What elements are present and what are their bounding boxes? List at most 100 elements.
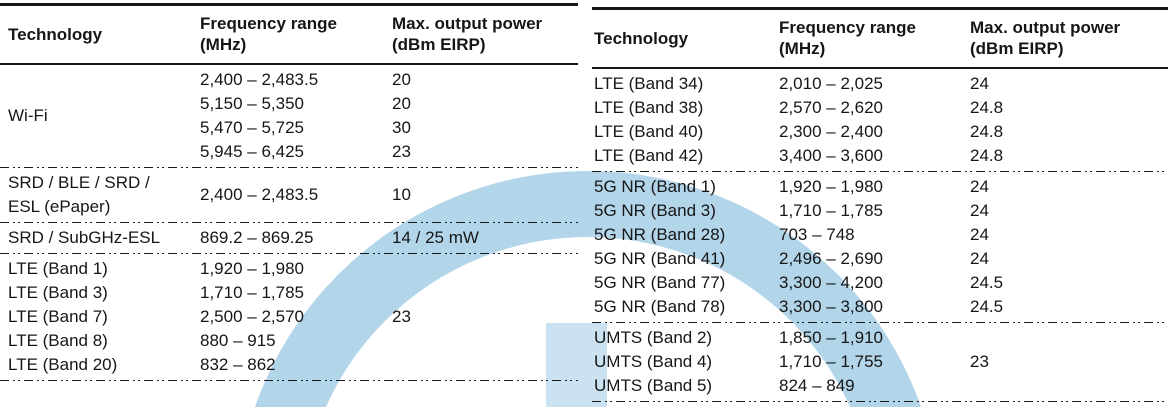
- watermark-bar: [546, 323, 607, 407]
- cell-line: LTE (Band 1): [8, 259, 108, 278]
- technology-cell: UMTS (Band 2) UMTS (Band 4) UMTS (Band 5): [592, 326, 779, 398]
- cell-line: 10: [392, 185, 411, 204]
- row-group-lte-low-bands: LTE (Band 1) LTE (Band 3) LTE (Band 7) LTE …: [0, 254, 578, 380]
- cell-line: 24.5: [970, 297, 1004, 316]
- cell-line: 3,300 – 3,800: [779, 297, 883, 316]
- cell-line: 24.8: [970, 146, 1004, 165]
- row-group-srd-ble-esl: SRD / BLE / SRD / ESL (ePaper) 2,400 – 2,…: [0, 168, 578, 222]
- cell-line: Technology: [594, 28, 689, 48]
- cell-line: 1,920 – 1,980: [200, 259, 304, 278]
- cell-line: UMTS (Band 4): [594, 352, 713, 371]
- cell-line: Frequency range: [779, 18, 916, 37]
- frequency-table-left: Technology Frequency range (MHz) Max. out…: [0, 3, 578, 381]
- technology-cell: LTE (Band 1) LTE (Band 3) LTE (Band 7) LTE …: [0, 257, 200, 377]
- cell-line: 2,400 – 2,483.5: [200, 185, 319, 204]
- table-bottom-divider: [592, 401, 1168, 402]
- cell-line: 5,470 – 5,725: [200, 118, 304, 137]
- watermark-ring: [255, 171, 921, 407]
- cell-line: 824 – 849: [779, 376, 855, 395]
- cell-line: 1,920 – 1,980: [779, 177, 883, 196]
- power-cell: 23: [392, 305, 578, 329]
- cell-line: LTE (Band 38): [594, 98, 704, 117]
- group-divider: [0, 253, 578, 254]
- frequency-cell: 2,400 – 2,483.5 5,150 – 5,350 5,470 – 5,72…: [200, 68, 392, 164]
- col-header-frequency-range: Frequency range (MHz): [200, 13, 392, 55]
- table-header: Technology Frequency range (MHz) Max. out…: [592, 10, 1168, 69]
- power-cell: 20 20 30 23: [392, 68, 578, 164]
- frequency-cell: 1,920 – 1,980 1,710 – 1,785 703 – 748 2,496…: [779, 175, 970, 319]
- cell-line: (MHz): [200, 35, 247, 54]
- table-bottom-divider: [0, 380, 578, 381]
- cell-line: 24.8: [970, 122, 1004, 141]
- power-cell: 10: [392, 183, 578, 207]
- cell-line: 703 – 748: [779, 225, 855, 244]
- cell-line: (dBm EIRP): [970, 39, 1064, 58]
- cell-line: 23: [392, 142, 411, 161]
- cell-line: 5,945 – 6,425: [200, 142, 304, 161]
- cell-line: LTE (Band 40): [594, 122, 704, 141]
- cell-line: 20: [392, 94, 411, 113]
- frequency-cell: 1,850 – 1,910 1,710 – 1,755 824 – 849: [779, 326, 970, 398]
- cell-line: ESL (ePaper): [8, 197, 111, 216]
- cell-line: 14 / 25 mW: [392, 228, 479, 247]
- cell-line: Technology: [8, 24, 103, 44]
- group-divider: [592, 322, 1168, 323]
- group-divider: [592, 171, 1168, 172]
- technology-cell: SRD / SubGHz-ESL: [0, 226, 200, 250]
- col-header-frequency-range: Frequency range (MHz): [779, 17, 970, 59]
- cell-line: LTE (Band 34): [594, 74, 704, 93]
- row-group-srd-subghz-esl: SRD / SubGHz-ESL 869.2 – 869.25 14 / 25 …: [0, 223, 578, 253]
- cell-line: 2,496 – 2,690: [779, 249, 883, 268]
- cell-line: 3,400 – 3,600: [779, 146, 883, 165]
- technology-cell: 5G NR (Band 1) 5G NR (Band 3) 5G NR (Band …: [592, 175, 779, 319]
- cell-line: (MHz): [779, 39, 826, 58]
- cell-line: SRD / BLE / SRD /: [8, 173, 150, 192]
- cell-line: UMTS (Band 5): [594, 376, 713, 395]
- cell-line: 23: [392, 307, 411, 326]
- power-cell: 24 24.8 24.8 24.8: [970, 72, 1168, 168]
- cell-line: 5G NR (Band 28): [594, 225, 726, 244]
- cell-line: 3,300 – 4,200: [779, 273, 883, 292]
- cell-line: SRD / SubGHz-ESL: [8, 228, 161, 247]
- cell-line: 880 – 915: [200, 331, 276, 350]
- frequency-cell: 2,400 – 2,483.5: [200, 183, 392, 207]
- cell-line: 2,400 – 2,483.5: [200, 70, 319, 89]
- cell-line: 1,710 – 1,785: [200, 283, 304, 302]
- col-header-max-output-power: Max. output power (dBm EIRP): [392, 13, 578, 55]
- frequency-cell: 869.2 – 869.25: [200, 226, 392, 250]
- col-header-technology: Technology: [592, 28, 779, 49]
- cell-line: LTE (Band 20): [8, 355, 118, 374]
- cell-line: (dBm EIRP): [392, 35, 486, 54]
- cell-line: 24: [970, 177, 989, 196]
- cell-line: 5G NR (Band 3): [594, 201, 716, 220]
- cell-line: LTE (Band 42): [594, 146, 704, 165]
- cell-line: 24.8: [970, 98, 1004, 117]
- col-header-max-output-power: Max. output power (dBm EIRP): [970, 17, 1168, 59]
- group-divider: [0, 222, 578, 223]
- table-header: Technology Frequency range (MHz) Max. out…: [0, 6, 578, 65]
- cell-line: 5G NR (Band 1): [594, 177, 716, 196]
- row-group-wifi: Wi-Fi 2,400 – 2,483.5 5,150 – 5,350 5,470 …: [0, 65, 578, 167]
- cell-line: 24: [970, 74, 989, 93]
- cell-line: 5G NR (Band 41): [594, 249, 726, 268]
- group-divider: [0, 167, 578, 168]
- cell-line: 1,850 – 1,910: [779, 328, 883, 347]
- col-header-technology: Technology: [0, 24, 200, 45]
- row-group-5g-nr: 5G NR (Band 1) 5G NR (Band 3) 5G NR (Band …: [592, 172, 1168, 322]
- cell-line: 23: [970, 352, 989, 371]
- cell-line: LTE (Band 7): [8, 307, 108, 326]
- frequency-table-right: Technology Frequency range (MHz) Max. out…: [592, 7, 1168, 402]
- cell-line: 2,010 – 2,025: [779, 74, 883, 93]
- power-cell: 23: [970, 350, 1168, 374]
- row-group-lte-high-bands: LTE (Band 34) LTE (Band 38) LTE (Band 40) L…: [592, 69, 1168, 171]
- cell-line: 5G NR (Band 78): [594, 297, 726, 316]
- frequency-cell: 2,010 – 2,025 2,570 – 2,620 2,300 – 2,400 3…: [779, 72, 970, 168]
- cell-line: 5G NR (Band 77): [594, 273, 726, 292]
- cell-line: 24: [970, 249, 989, 268]
- power-cell: 14 / 25 mW: [392, 226, 578, 250]
- frequency-cell: 1,920 – 1,980 1,710 – 1,785 2,500 – 2,570 8…: [200, 257, 392, 377]
- cell-line: 1,710 – 1,785: [779, 201, 883, 220]
- cell-line: Max. output power: [392, 14, 543, 33]
